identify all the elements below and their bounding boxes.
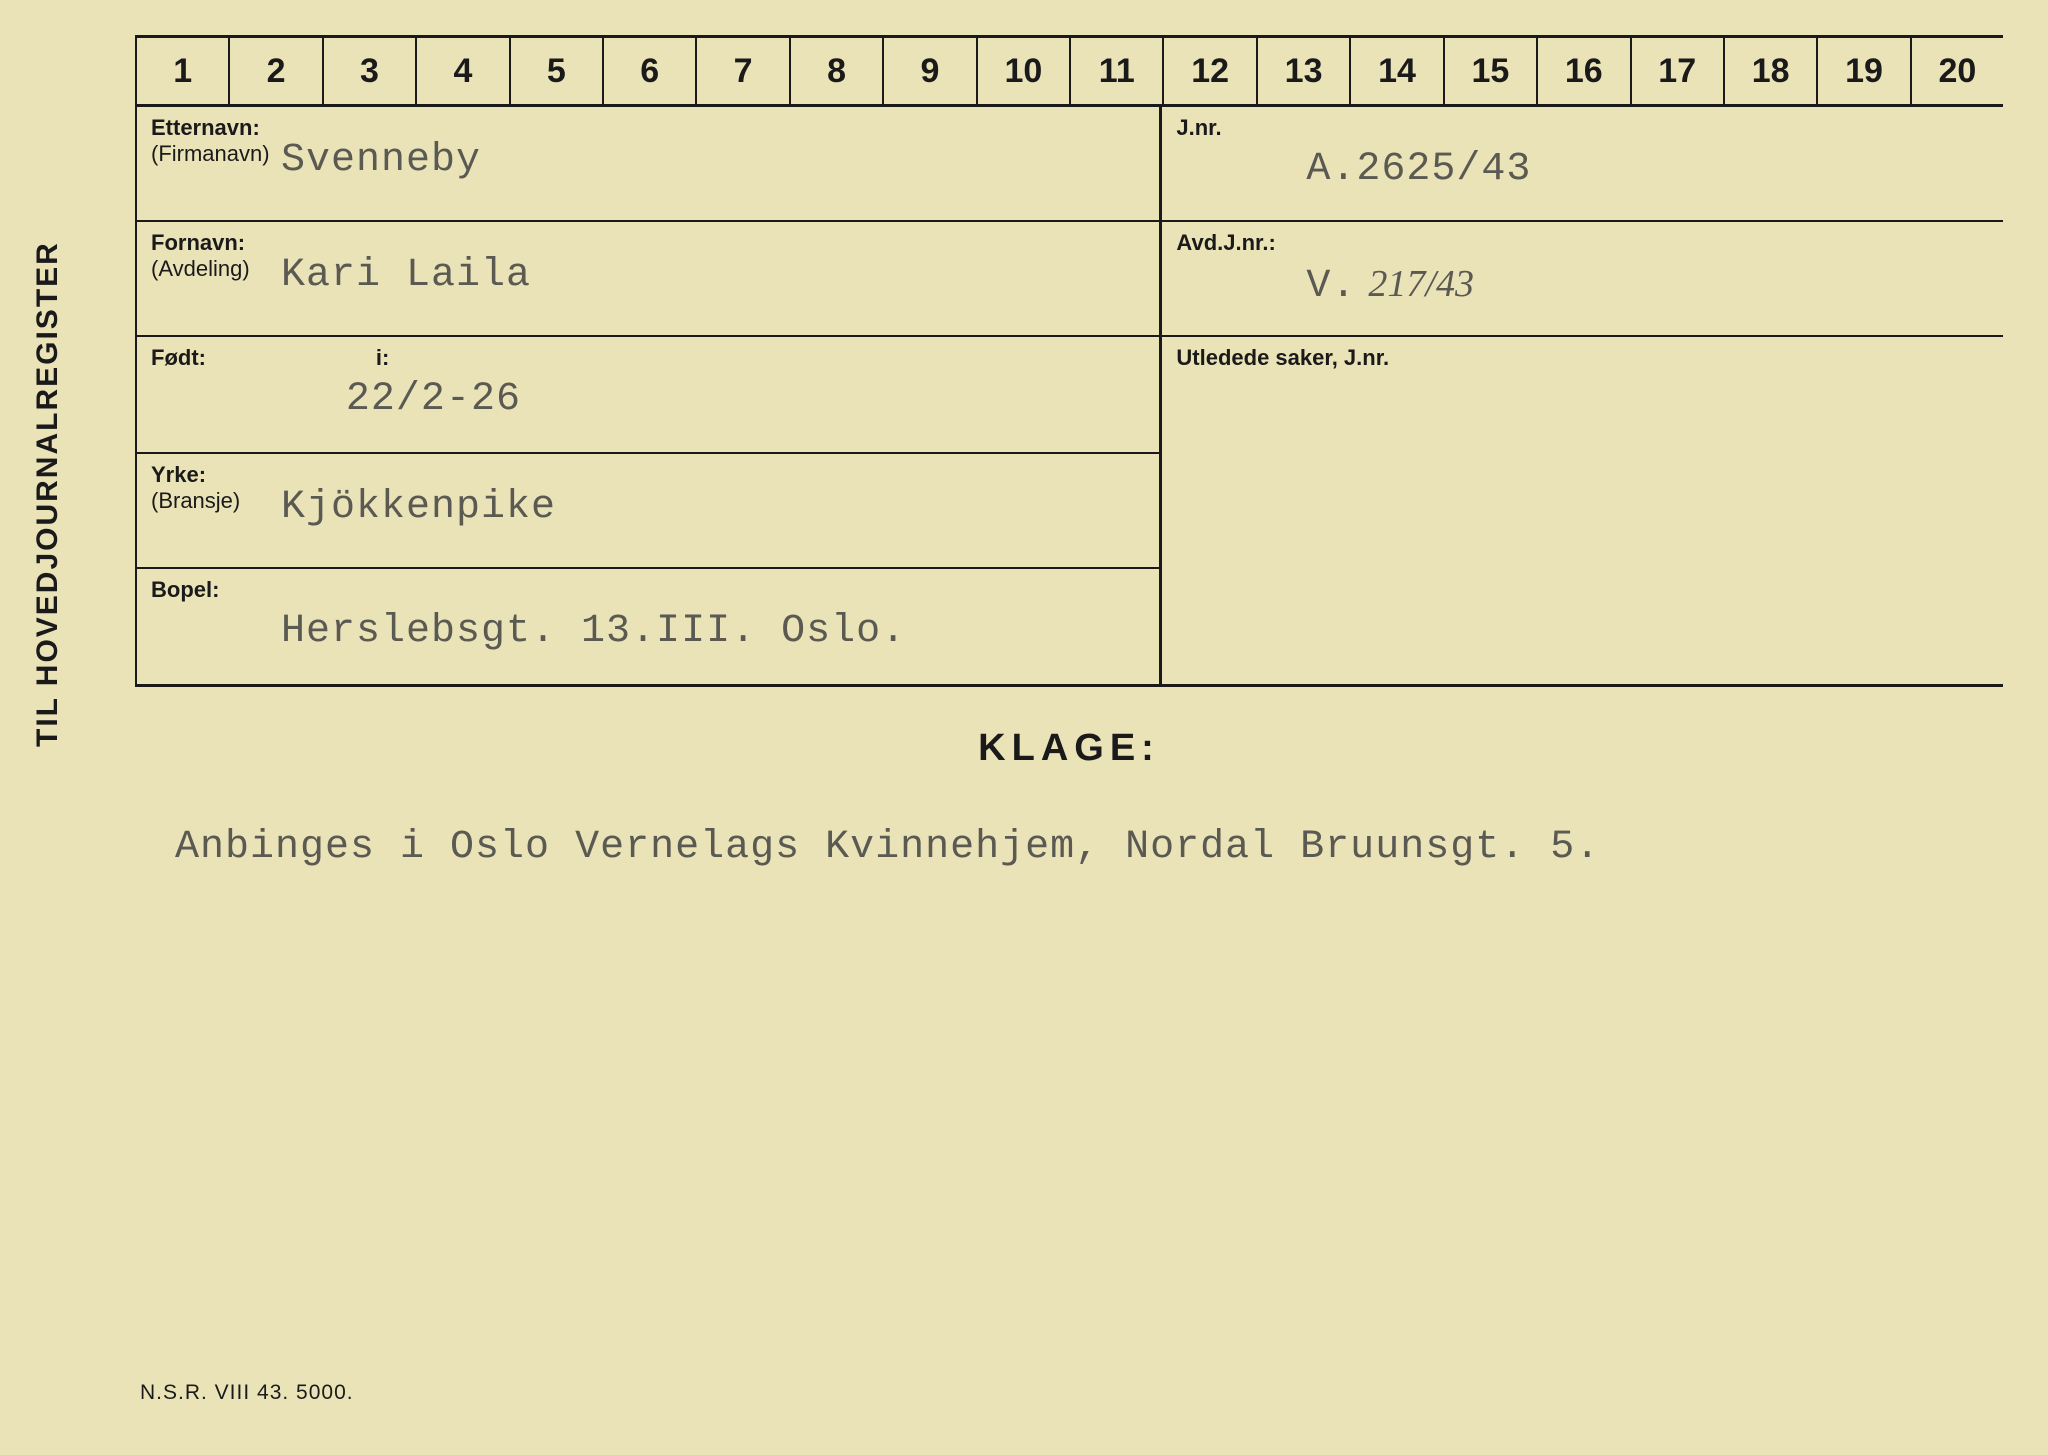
- ruler-cell: 10: [978, 38, 1071, 104]
- ruler-cell: 18: [1725, 38, 1818, 104]
- ruler-cell: 11: [1071, 38, 1164, 104]
- field-jnr: J.nr. A.2625/43: [1162, 107, 2003, 222]
- ruler-cell: 1: [135, 38, 230, 104]
- register-card: TIL HOVEDJOURNALREGISTER 123456789101112…: [0, 0, 2048, 1455]
- field-etternavn: Etternavn: (Firmanavn) Svenneby: [137, 107, 1159, 222]
- footer-code: N.S.R. VIII 43. 5000.: [140, 1381, 354, 1405]
- field-fornavn: Fornavn: (Avdeling) Kari Laila: [137, 222, 1159, 337]
- card-inner: 1234567891011121314151617181920 Etternav…: [135, 35, 2003, 1410]
- field-fodt: Født: i: 22/2-26: [137, 337, 1159, 454]
- jnr-label: J.nr.: [1176, 115, 1989, 141]
- ruler-cell: 19: [1818, 38, 1911, 104]
- klage-section: KLAGE: Anbinges i Oslo Vernelags Kvinneh…: [135, 687, 2003, 870]
- ruler-cell: 7: [697, 38, 790, 104]
- utledede-label: Utledede saker, J.nr.: [1176, 345, 1989, 371]
- sidebar-title: TIL HOVEDJOURNALREGISTER: [31, 241, 65, 747]
- ruler-cell: 13: [1258, 38, 1351, 104]
- ruler-cell: 2: [230, 38, 323, 104]
- fodt-value: 22/2-26: [346, 377, 1145, 422]
- ruler-cell: 15: [1445, 38, 1538, 104]
- ruler-cell: 6: [604, 38, 697, 104]
- ruler-cell: 14: [1351, 38, 1444, 104]
- field-avdjnr: Avd.J.nr.: V. 217/43: [1162, 222, 2003, 337]
- bopel-label: Bopel:: [151, 577, 1145, 603]
- klage-body: Anbinges i Oslo Vernelags Kvinnehjem, No…: [175, 825, 2003, 870]
- ruler-cell: 4: [417, 38, 510, 104]
- avdjnr-value: V. 217/43: [1306, 262, 1989, 309]
- ruler-cell: 8: [791, 38, 884, 104]
- ruler-cell: 3: [324, 38, 417, 104]
- fornavn-value: Kari Laila: [281, 253, 1145, 298]
- ruler-cell: 5: [511, 38, 604, 104]
- yrke-value: Kjökkenpike: [281, 485, 1145, 530]
- form-right-column: J.nr. A.2625/43 Avd.J.nr.: V. 217/43 Utl…: [1162, 107, 2003, 684]
- jnr-value: A.2625/43: [1306, 147, 1989, 192]
- etternavn-value: Svenneby: [281, 138, 1145, 183]
- klage-heading: KLAGE:: [135, 727, 2003, 770]
- ruler-cell: 9: [884, 38, 977, 104]
- ruler-cell: 12: [1164, 38, 1257, 104]
- bopel-value: Herslebsgt. 13.III. Oslo.: [281, 609, 1145, 654]
- ruler-cell: 16: [1538, 38, 1631, 104]
- ruler-cell: 20: [1912, 38, 2003, 104]
- field-bopel: Bopel: Herslebsgt. 13.III. Oslo.: [137, 569, 1159, 684]
- fodt-i-label: i:: [376, 345, 1145, 371]
- ruler-row: 1234567891011121314151617181920: [135, 35, 2003, 107]
- avdjnr-label: Avd.J.nr.:: [1176, 230, 1989, 256]
- ruler-cell: 17: [1632, 38, 1725, 104]
- field-yrke: Yrke: (Bransje) Kjökkenpike: [137, 454, 1159, 569]
- form-left-column: Etternavn: (Firmanavn) Svenneby Fornavn:…: [135, 107, 1162, 684]
- field-utledede: Utledede saker, J.nr.: [1162, 337, 2003, 684]
- fodt-label: Født:: [151, 345, 348, 371]
- form-grid: Etternavn: (Firmanavn) Svenneby Fornavn:…: [135, 107, 2003, 687]
